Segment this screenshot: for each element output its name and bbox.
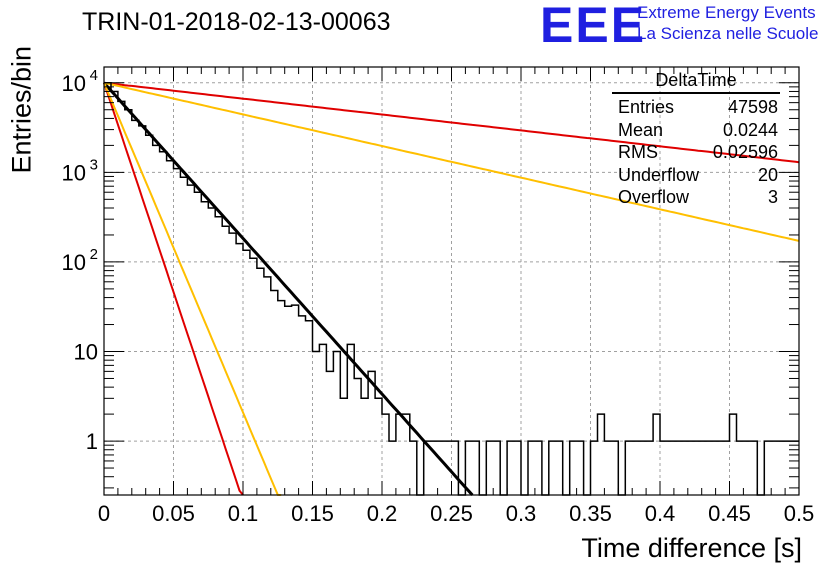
stats-value: 0.0244 — [722, 119, 778, 140]
fit-curve — [103, 81, 800, 242]
stats-box: DeltaTime Entries 47598 Mean 0.0244 RMS 0.0… — [612, 70, 780, 209]
fit-curve — [103, 82, 244, 496]
logo-subtitle-2: La Scienza nelle Scuole — [637, 24, 819, 43]
histogram-steps — [103, 82, 799, 496]
y-tick-label: 10 — [62, 250, 86, 275]
y-tick-label: 10 — [62, 71, 86, 96]
stats-value: 47598 — [727, 97, 778, 117]
stats-label: RMS — [618, 142, 658, 163]
stats-value: 3 — [767, 187, 778, 208]
stats-value: 20 — [757, 164, 778, 185]
x-tick-label: 0.45 — [708, 501, 751, 526]
x-tick-label: 0.25 — [430, 501, 473, 526]
x-tick-label: 0.4 — [645, 501, 676, 526]
stats-row-entries: Entries 47598 — [612, 96, 780, 119]
y-tick-label: 1 — [86, 429, 98, 454]
stats-label: Overflow — [618, 187, 690, 208]
y-tick-exponent: 4 — [90, 67, 98, 84]
stats-row-overflow: Overflow 3 — [612, 186, 780, 209]
chart-title: TRIN-01-2018-02-13-00063 — [82, 8, 391, 36]
stats-title: DeltaTime — [612, 70, 780, 94]
x-tick-label: 0.1 — [228, 501, 259, 526]
tick-labels: 0 0.05 0.1 0.15 0.2 0.25 0.3 0.35 0.4 0.45 0.5 1 10 1… — [62, 67, 815, 526]
x-axis-label: Time difference [s] — [581, 533, 802, 563]
fit-curve — [103, 82, 282, 496]
fit-curve — [103, 81, 800, 164]
x-tick-label: 0 — [98, 501, 110, 526]
x-tick-label: 0.35 — [569, 501, 612, 526]
y-tick-label: 10 — [62, 160, 86, 185]
x-tick-label: 0.3 — [506, 501, 537, 526]
logo-subtitle-1: Extreme Energy Events — [637, 3, 816, 22]
y-tick-exponent: 2 — [90, 246, 98, 263]
x-tick-label: 0.05 — [152, 501, 195, 526]
y-axis-label: Entries/bin — [6, 45, 37, 174]
stats-row-underflow: Underflow 20 — [612, 164, 780, 187]
fit-curve — [102, 81, 474, 497]
stats-row-rms: RMS 0.02596 — [612, 141, 780, 164]
stats-value: 0.02596 — [712, 142, 778, 163]
x-tick-label: 0.5 — [784, 501, 815, 526]
y-tick-exponent: 3 — [90, 156, 98, 173]
y-tick-label: 10 — [74, 339, 98, 364]
stats-label: Mean — [618, 119, 664, 140]
eee-logo: EEE — [540, 0, 647, 53]
axis-ticks — [103, 67, 800, 495]
stats-label: Underflow — [618, 164, 700, 185]
stats-row-mean: Mean 0.0244 — [612, 119, 780, 142]
stats-label: Entries — [618, 97, 675, 117]
histogram — [103, 82, 799, 496]
x-tick-label: 0.2 — [367, 501, 398, 526]
x-tick-label: 0.15 — [291, 501, 334, 526]
